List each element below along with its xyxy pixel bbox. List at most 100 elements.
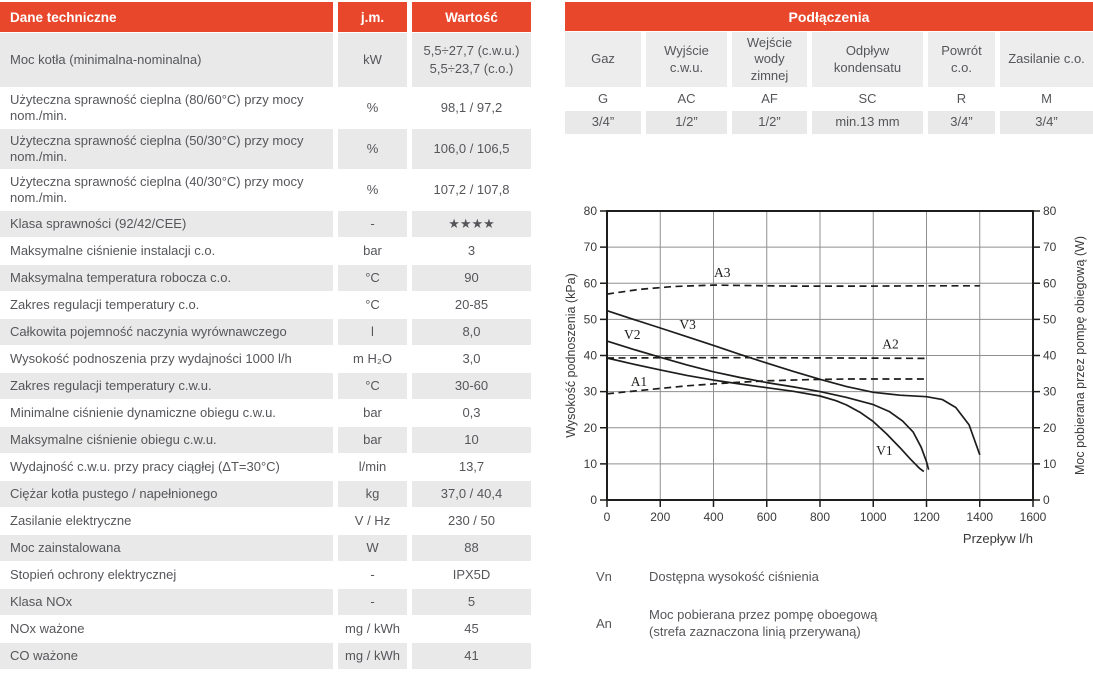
tech-table-row: Stopień ochrony elektrycznej - IPX5D [0, 562, 531, 588]
connection-size: 3/4” [565, 111, 641, 134]
tech-table-row: Zakres regulacji temperatury c.w.u. °C 30-… [0, 373, 531, 399]
connection-size: 1/2” [646, 111, 727, 134]
tech-row-label: Maksymalne ciśnienie instalacji c.o. [0, 238, 333, 264]
curve-A2 [606, 356, 927, 360]
tech-table-row: Użyteczna sprawność cieplna (80/60°C) pr… [0, 88, 531, 128]
y-axis-title-left: Wysokość podnoszenia (kPa) [564, 273, 578, 438]
tech-row-value: 106,0 / 106,5 [412, 129, 531, 169]
tech-row-unit: mg / kWh [338, 643, 407, 669]
curve-label-V2: V2 [624, 327, 641, 342]
x-tick-label: 1600 [1020, 510, 1047, 524]
curve-label-V3: V3 [679, 317, 696, 332]
tech-row-value: 98,1 / 97,2 [412, 88, 531, 128]
tech-table-row: Całkowita pojemność naczynia wyrównawcze… [0, 319, 531, 345]
connection-size: 3/4” [928, 111, 995, 134]
connection-name: Wejście wody zimnej [732, 32, 807, 87]
x-tick-label: 200 [650, 510, 670, 524]
tech-row-value: 0,3 [412, 400, 531, 426]
tech-table-row: Zakres regulacji temperatury c.o. °C 20-85 [0, 292, 531, 318]
connection-name: Zasilanie c.o. [1000, 32, 1093, 87]
tech-table-row: Maksymalna temperatura robocza c.o. °C 90 [0, 265, 531, 291]
tech-row-unit: - [338, 589, 407, 615]
tech-row-unit: % [338, 88, 407, 128]
tech-row-unit: bar [338, 238, 407, 264]
tech-table-row: Użyteczna sprawność cieplna (40/30°C) pr… [0, 170, 531, 210]
y-tick-label-left: 40 [584, 349, 598, 363]
connections-row: 3/4” 1/2” 1/2” min.13 mm 3/4” 3/4” [565, 111, 1093, 134]
y-tick-label-left: 10 [584, 457, 598, 471]
tech-row-value: ★★★★ [412, 211, 531, 237]
x-tick-label: 0 [604, 510, 611, 524]
curve-A1 [606, 378, 927, 395]
curve-label-A1: A1 [631, 374, 648, 389]
y-tick-label-left: 70 [584, 240, 598, 254]
y-tick-label-right: 50 [1043, 312, 1057, 326]
tech-row-value: 45 [412, 616, 531, 642]
connection-code: AF [732, 88, 807, 110]
tech-row-value: 230 / 50 [412, 508, 531, 534]
curve-label-A2: A2 [882, 336, 899, 351]
tech-row-label: Maksymalna temperatura robocza c.o. [0, 265, 333, 291]
tech-row-value: 88 [412, 535, 531, 561]
tech-row-value: 20-85 [412, 292, 531, 318]
y-tick-label-right: 70 [1043, 240, 1057, 254]
tech-row-label: Całkowita pojemność naczynia wyrównawcze… [0, 319, 333, 345]
x-tick-label: 400 [703, 510, 723, 524]
connection-name: Wyjście c.w.u. [646, 32, 727, 87]
tech-table-row: Zasilanie elektryczne V / Hz 230 / 50 [0, 508, 531, 534]
tech-row-unit: l [338, 319, 407, 345]
curve-A3 [606, 284, 980, 295]
connections-row: Gaz Wyjście c.w.u. Wejście wody zimnej Odpł… [565, 32, 1093, 87]
x-tick-label: 1000 [860, 510, 887, 524]
connections-table: Podłączenia Gaz Wyjście c.w.u. Wejście wod… [565, 2, 1093, 135]
pump-chart: 0 200 400 600 800 1000 1200 1400 1600 0 0 10 10 20 20 3… [560, 195, 1093, 555]
tech-row-unit: bar [338, 400, 407, 426]
tech-table-row: Maksymalne ciśnienie obiegu c.w.u. bar 10 [0, 427, 531, 453]
tech-row-unit: - [338, 211, 407, 237]
tech-row-unit: l/min [338, 454, 407, 480]
tech-row-label: Użyteczna sprawność cieplna (80/60°C) pr… [0, 88, 333, 128]
x-axis-title: Przepływ l/h [963, 531, 1033, 546]
tech-row-unit: °C [338, 265, 407, 291]
curve-V3 [606, 309, 981, 456]
tech-row-value: 10 [412, 427, 531, 453]
tech-row-value: 30-60 [412, 373, 531, 399]
tech-row-label: Minimalne ciśnienie dynamiczne obiegu c.… [0, 400, 333, 426]
x-tick-label: 1200 [913, 510, 940, 524]
x-tick-label: 1400 [966, 510, 993, 524]
tech-table-value-header: Wartość [412, 2, 531, 32]
x-tick-label: 600 [757, 510, 777, 524]
legend-text-vn: Dostępna wysokość ciśnienia [649, 569, 819, 584]
tech-row-value: 107,2 / 107,8 [412, 170, 531, 210]
tech-row-unit: kg [338, 481, 407, 507]
tech-row-label: Wysokość podnoszenia przy wydajności 100… [0, 346, 333, 372]
tech-row-unit: kW [338, 33, 407, 87]
connection-size: min.13 mm [812, 111, 923, 134]
tech-table-row: Klasa NOx -5 [0, 589, 531, 615]
y-tick-label-right: 10 [1043, 457, 1057, 471]
legend-key-vn: Vn [596, 569, 612, 584]
connections-body: Gaz Wyjście c.w.u. Wejście wody zimnej Odpł… [565, 32, 1093, 134]
tech-row-label: Użyteczna sprawność cieplna (40/30°C) pr… [0, 170, 333, 210]
y-axis-title-right: Moc pobierana przez pompę obiegową (W) [1073, 236, 1087, 475]
tech-row-label: Ciężar kotła pustego / napełnionego [0, 481, 333, 507]
tech-row-label: Zakres regulacji temperatury c.w.u. [0, 373, 333, 399]
connection-size: 1/2” [732, 111, 807, 134]
tech-table-row: Ciężar kotła pustego / napełnionego kg 37,… [0, 481, 531, 507]
legend-text-an: Moc pobierana przez pompę oboegową (stre… [649, 607, 878, 639]
connection-name: Gaz [565, 32, 641, 87]
tech-row-label: Klasa sprawności (92/42/CEE) [0, 211, 333, 237]
tech-table-row: Moc zainstalowana W 88 [0, 535, 531, 561]
technical-data-table: Dane techniczne j.m. Wartość Moc kotła (… [0, 2, 531, 670]
legend-row-an: An Moc pobierana przez pompę oboegową (s… [596, 607, 926, 641]
tech-row-label: Zasilanie elektryczne [0, 508, 333, 534]
curve-label-A3: A3 [714, 265, 731, 280]
tech-row-label: Moc kotła (minimalna-nominalna) [0, 33, 333, 87]
tech-table-row: Użyteczna sprawność cieplna (50/30°C) pr… [0, 129, 531, 169]
plot-frame [606, 210, 1034, 501]
connection-code: R [928, 88, 995, 110]
y-tick-label-left: 50 [584, 312, 598, 326]
tech-row-value: 37,0 / 40,4 [412, 481, 531, 507]
